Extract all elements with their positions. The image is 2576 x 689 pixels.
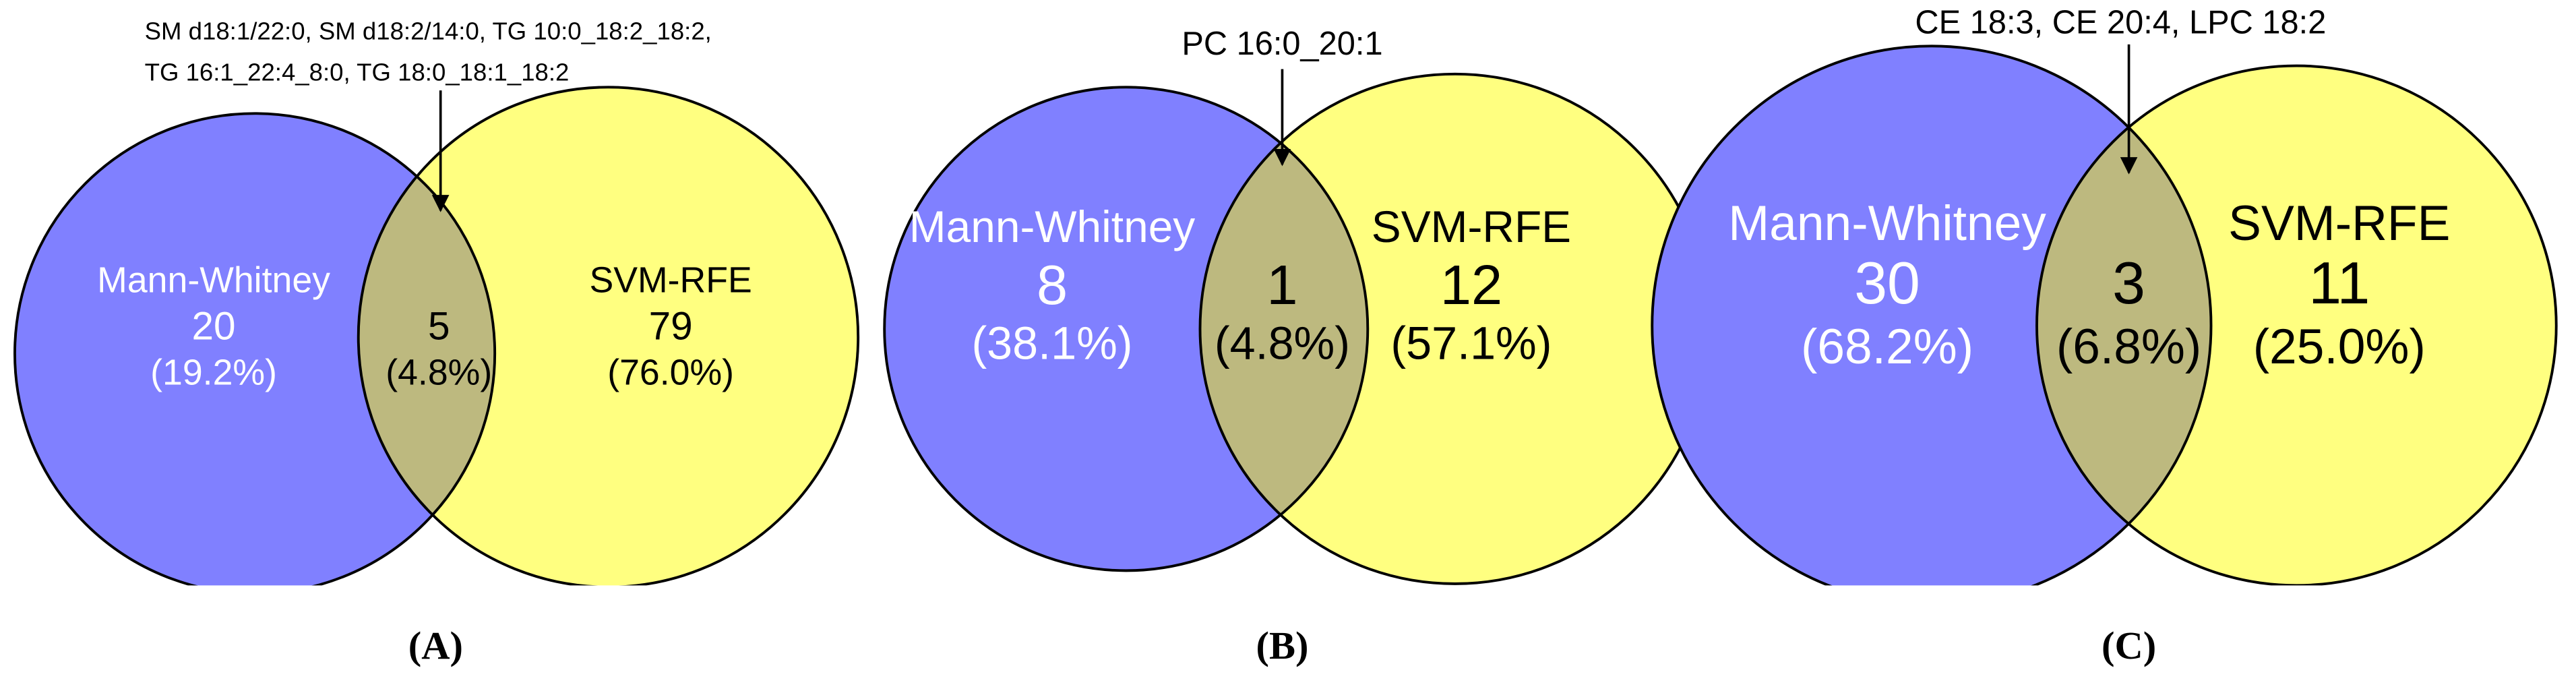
set-name: SVM-RFE	[1372, 202, 1571, 251]
set-name: Mann-Whitney	[909, 202, 1196, 251]
outline	[13, 112, 496, 586]
panel-label: (B)	[1256, 624, 1308, 667]
venn-panel	[883, 72, 1711, 585]
percent: (25.0%)	[2253, 319, 2426, 374]
set-name: Mann-Whitney	[97, 260, 330, 301]
percent: (6.8%)	[2056, 319, 2201, 374]
outline	[883, 86, 1370, 572]
percent: (57.1%)	[1390, 318, 1552, 369]
count: 3	[2112, 250, 2145, 316]
annotation: CE 18:3, CE 20:4, LPC 18:2	[1915, 4, 2326, 40]
panel-label: (C)	[2102, 624, 2156, 667]
count: 5	[428, 304, 450, 348]
set-name: Mann-Whitney	[1728, 196, 2046, 251]
count: 12	[1440, 253, 1502, 316]
set-circle	[358, 87, 859, 586]
count: 11	[2308, 250, 2370, 316]
panel-label: (A)	[408, 624, 463, 667]
outline	[357, 86, 860, 586]
percent: (76.0%)	[607, 352, 734, 392]
set-circle	[15, 113, 495, 586]
count: 20	[192, 304, 236, 348]
percent: (19.2%)	[150, 352, 277, 392]
annotation: TG 16:1_22:4_8:0, TG 18:0_18:1_18:2	[145, 58, 570, 86]
percent: (68.2%)	[1801, 319, 1973, 374]
count: 30	[1854, 250, 1920, 316]
venn-panel	[1651, 44, 2558, 586]
set-name: SVM-RFE	[2228, 196, 2450, 251]
intersection	[1200, 87, 1368, 571]
annotation: SM d18:1/22:0, SM d18:2/14:0, TG 10:0_18…	[145, 17, 712, 44]
outline	[1651, 44, 2213, 586]
intersection	[2036, 65, 2211, 586]
percent: (4.8%)	[386, 352, 492, 392]
count: 1	[1266, 253, 1297, 316]
percent: (38.1%)	[971, 318, 1132, 369]
set-name: SVM-RFE	[589, 260, 752, 301]
annotation: PC 16:0_20:1	[1182, 26, 1382, 62]
percent: (4.8%)	[1215, 318, 1350, 369]
venn-panel	[13, 86, 860, 586]
count: 8	[1037, 253, 1068, 316]
outline	[2035, 64, 2558, 586]
count: 79	[649, 304, 693, 348]
